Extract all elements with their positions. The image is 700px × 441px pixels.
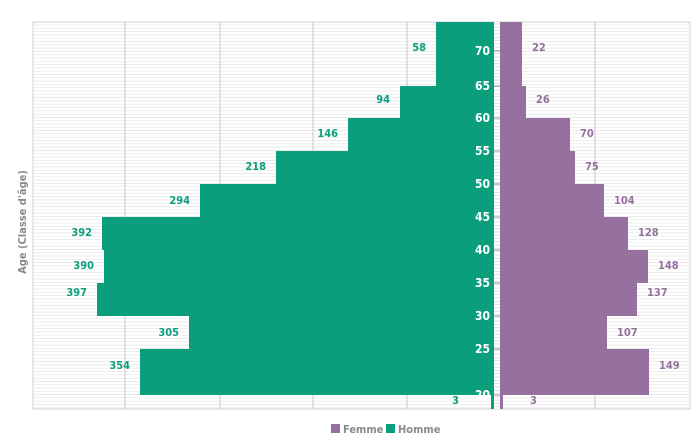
bar-homme: [102, 217, 494, 250]
bar-homme: [491, 395, 494, 409]
bar-homme: [436, 22, 494, 51]
bar-femme: [500, 151, 575, 184]
data-label-homme: 390: [73, 259, 94, 272]
age-tick-label: 45: [475, 210, 490, 224]
data-label-homme: 94: [376, 93, 390, 106]
data-label-femme: 149: [659, 359, 680, 372]
bar-femme: [500, 51, 522, 86]
data-label-femme: 104: [614, 194, 635, 207]
data-label-femme: 22: [532, 41, 546, 54]
data-label-femme: 3: [530, 394, 537, 407]
age-tick-label: 35: [475, 276, 490, 290]
age-tick-label: 25: [475, 342, 490, 356]
data-label-homme: 397: [66, 286, 87, 299]
y-axis-title: Age (Classe d'âge): [16, 170, 29, 274]
bar-femme: [500, 349, 649, 395]
bar-homme: [348, 118, 494, 151]
data-label-femme: 148: [658, 259, 679, 272]
data-label-femme: 107: [617, 326, 638, 339]
bar-femme: [500, 217, 628, 250]
data-label-femme: 26: [536, 93, 550, 106]
bar-homme: [140, 349, 494, 395]
data-label-homme: 354: [109, 359, 130, 372]
bar-homme: [276, 151, 494, 184]
age-tick-label: 55: [475, 144, 490, 158]
data-label-homme: 305: [158, 326, 179, 339]
bar-homme: [97, 283, 494, 316]
data-label-homme: 58: [412, 41, 426, 54]
data-label-homme: 218: [245, 160, 266, 173]
bar-homme: [400, 86, 494, 118]
legend-swatch-femme: [331, 424, 340, 433]
data-label-femme: 70: [580, 127, 594, 140]
age-tick-label: 65: [475, 79, 490, 93]
data-label-homme: 3: [452, 394, 459, 407]
bar-femme: [500, 118, 570, 151]
bar-femme: [500, 250, 648, 283]
legend: Femme Homme: [331, 423, 441, 436]
bar-femme: [500, 316, 607, 349]
legend-swatch-homme: [386, 424, 395, 433]
bar-homme: [189, 316, 494, 349]
bar-femme: [500, 184, 604, 217]
data-labels: 3 354 305 397 390 392 294 218 146 94 58 3 149 107 137 1…: [66, 41, 679, 407]
data-label-femme: 75: [585, 160, 599, 173]
center-axis: 20 25 30 35 40 45 50 55 60 65 70: [475, 22, 500, 409]
legend-label-homme: Homme: [398, 423, 441, 436]
age-tick-label: 70: [475, 44, 490, 58]
bars: [97, 22, 649, 409]
data-label-homme: 294: [169, 194, 190, 207]
age-tick-label: 20: [475, 388, 490, 402]
age-tick-label: 40: [475, 243, 490, 257]
age-tick-label: 60: [475, 111, 490, 125]
bar-femme: [500, 86, 526, 118]
age-tick-label: 50: [475, 177, 490, 191]
bar-homme: [104, 250, 494, 283]
bar-homme: [200, 184, 494, 217]
data-label-femme: 128: [638, 226, 659, 239]
bar-femme: [500, 283, 637, 316]
legend-label-femme: Femme: [343, 423, 384, 436]
data-label-homme: 392: [71, 226, 92, 239]
bar-femme: [500, 395, 503, 409]
bar-homme: [436, 51, 494, 86]
age-tick-label: 30: [475, 309, 490, 323]
bar-femme: [500, 22, 522, 51]
data-label-femme: 137: [647, 286, 668, 299]
data-label-homme: 146: [317, 127, 338, 140]
